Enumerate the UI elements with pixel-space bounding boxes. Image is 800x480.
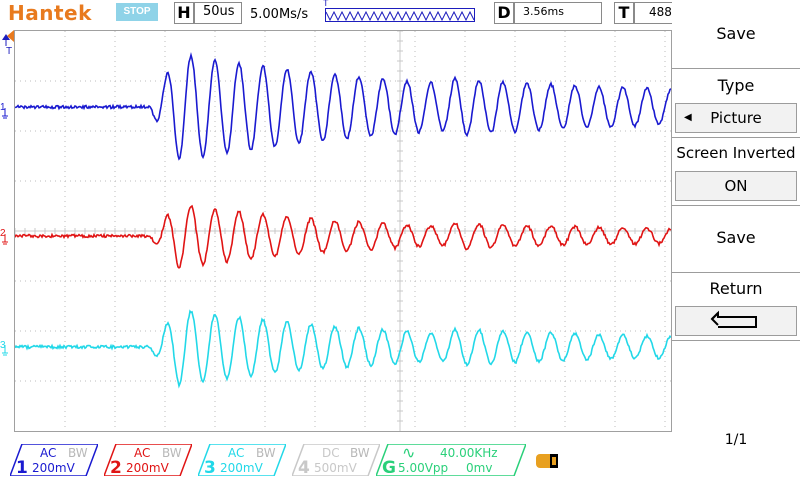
trigger-position-bar[interactable] — [325, 8, 475, 22]
timebase-value: 50us — [203, 4, 235, 19]
ch1-waveform — [15, 55, 671, 159]
sample-rate: 5.00Ms/s — [250, 7, 308, 22]
timebase-key: H — [174, 2, 194, 24]
left-arrow-icon: ◀ — [684, 104, 692, 132]
return-label: Return — [672, 279, 800, 298]
timebase-box[interactable]: 50us — [194, 2, 242, 24]
run-stop-status[interactable]: STOP — [116, 3, 158, 21]
ch2-status[interactable]: 2 AC BW 200mV — [104, 444, 192, 476]
ch2-waveform — [15, 206, 671, 268]
ch3-marker: 3 — [0, 340, 6, 351]
generator-status[interactable]: G ∿ 40.00KHz 5.00Vpp 0mv — [376, 444, 526, 476]
ch2-marker: 2 — [0, 228, 6, 239]
save-menu: Save Type ◀ Picture Screen Inverted ON S… — [672, 0, 800, 480]
delay-value: 3.56ms — [523, 5, 564, 18]
zigzag-icon — [326, 10, 474, 22]
time-value: 488 — [649, 5, 672, 19]
save-button[interactable]: Save — [672, 228, 800, 247]
channel-status-bar: 1 AC BW 200mV 2 AC BW 200mV 3 AC BW 200m… — [0, 440, 672, 480]
ch3-waveform — [15, 311, 671, 386]
top-status-bar: Hantek STOP H 50us 5.00Ms/s T D 3.56ms T… — [0, 0, 672, 28]
screen-inverted-toggle[interactable]: ON — [675, 171, 797, 201]
menu-title: Save — [672, 24, 800, 43]
waveform-canvas — [15, 31, 671, 431]
ch4-status[interactable]: 4 DC BW 500mV — [292, 444, 380, 476]
ch1-marker: 1 — [0, 102, 6, 113]
return-icon — [706, 310, 766, 332]
type-value: Picture — [710, 109, 762, 127]
ch3-status[interactable]: 3 AC BW 200mV — [198, 444, 286, 476]
return-button[interactable] — [675, 306, 797, 336]
sine-wave-icon: ∿ — [402, 443, 415, 462]
screen-inverted-label: Screen Inverted — [672, 144, 800, 162]
delay-key: D — [494, 2, 514, 24]
trigger-marker-label: T — [6, 46, 12, 57]
time-key: T — [614, 2, 634, 24]
brand-logo: Hantek — [8, 1, 92, 25]
battery-icon — [536, 454, 560, 468]
type-label: Type — [672, 76, 800, 95]
trigger-level-icon[interactable] — [7, 30, 14, 42]
ch1-status[interactable]: 1 AC BW 200mV — [10, 444, 98, 476]
delay-box[interactable]: 3.56ms — [514, 2, 602, 24]
time-box[interactable]: 488 — [634, 2, 672, 24]
page-indicator: 1/1 — [672, 432, 800, 448]
trigger-position-marker: T — [323, 0, 329, 8]
waveform-display[interactable] — [14, 30, 672, 432]
type-select[interactable]: ◀ Picture — [675, 103, 797, 133]
